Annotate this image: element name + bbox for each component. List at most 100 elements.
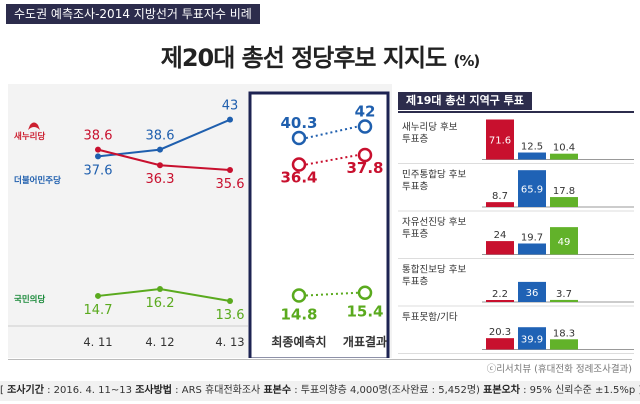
footer-bracket-close: ] [638, 385, 640, 396]
bar-value-row2-series2: 65.9 [521, 185, 543, 196]
bar-row4-series1 [486, 300, 514, 302]
series-3-point-5 [357, 285, 373, 300]
x-tick-label-2: 4. 12 [145, 335, 174, 349]
series-1-point-2 [157, 146, 163, 153]
page-title: 제20대 총선 정당후보 지지도 (%) [0, 38, 640, 73]
bar-chart-header: 제19대 총선 지역구 투표 [398, 92, 634, 113]
footer-method-label: 조사방법 [135, 385, 172, 396]
series-2-value-5: 37.8 [346, 159, 383, 177]
bar-row5-series2 [518, 327, 546, 350]
x-tick-label-3: 4. 13 [215, 335, 244, 349]
series-3-value-5: 15.4 [346, 303, 383, 321]
series-1-value-3: 43 [222, 99, 239, 114]
series-2-value-3: 35.6 [216, 177, 245, 192]
series-1-value-5: 42 [355, 102, 376, 120]
bar-chart-panel: 제19대 총선 지역구 투표 새누리당 후보 투표층 71.6 12.5 10.4 민주통… [398, 84, 634, 358]
series-1-point-4 [291, 130, 307, 146]
series-2-value-4: 36.4 [280, 169, 317, 187]
bar-row4-series3 [550, 299, 578, 302]
series-1-value-1: 37.6 [84, 163, 113, 178]
series-2-forecast-line [305, 154, 359, 166]
series-1-forecast-line [305, 125, 359, 140]
footer-error-label: 표본오차 [483, 385, 520, 396]
bar-value-row1-series2: 12.5 [521, 142, 543, 153]
title-unit: (%) [453, 52, 480, 70]
bar-chart-title-rule [398, 111, 634, 113]
row-label-4: 통합진보당 후보 투표층 [402, 265, 466, 288]
series-3-point-3 [227, 298, 233, 304]
series-3-point-1 [95, 292, 101, 299]
party-logo-3: 국민의당 [14, 294, 45, 305]
bar-row1-series2 [518, 152, 546, 160]
bar-chart-title: 제19대 총선 지역구 투표 [398, 92, 532, 110]
series-2-point-2 [157, 162, 163, 169]
bar-row3-series2 [518, 243, 546, 255]
forecast-highlight-box [248, 91, 390, 358]
row-label-3: 자유선진당 후보 투표층 [402, 217, 466, 240]
series-3-point-2 [157, 286, 163, 293]
bar-row4-series2 [518, 281, 546, 302]
series-3-value-2: 16.2 [146, 296, 175, 311]
series-3-value-1: 14.7 [84, 303, 113, 318]
bar-row5-series3 [550, 339, 578, 350]
bar-row1-series1 [486, 119, 514, 160]
x-tick-label-4: 최종예측치 [271, 334, 326, 349]
bar-row2-series3 [550, 197, 578, 207]
footer-error-value: : 95% 신뢰수준 ±1.5%p [519, 385, 636, 396]
series-2-value-2: 36.3 [146, 172, 175, 187]
bar-row5-series1 [486, 338, 514, 350]
trend-chart-panel: 새누리당 더불어민주당 국민의당 37.6 38.6 43 40.3 42 38.6 36.3 35… [8, 84, 392, 358]
bar-value-row3-series1: 24 [494, 230, 507, 241]
bar-value-row5-series3: 18.3 [553, 328, 575, 339]
bar-value-row5-series1: 20.3 [489, 327, 511, 338]
footer-period-label: 조사기간 [7, 385, 44, 396]
bar-value-row3-series2: 19.7 [521, 232, 543, 243]
bar-value-row4-series2: 36 [526, 288, 539, 299]
survey-footer: [ 조사기간 : 2016. 4. 11~13 조사방법 : ARS 휴대전화조… [0, 381, 640, 401]
series-3-point-4 [291, 288, 307, 303]
series-2-value-1: 38.6 [84, 129, 113, 144]
bar-value-row2-series3: 17.8 [553, 186, 575, 197]
footer-sample-label: 표본수 [263, 385, 292, 396]
series-3-value-4: 14.8 [280, 305, 317, 323]
bar-row1-series3 [550, 153, 578, 160]
saenuri-logo-mark [28, 122, 40, 130]
series-2-trend-line [97, 148, 231, 171]
series-2-point-1 [95, 146, 101, 153]
series-2-point-3 [227, 167, 233, 173]
top-tag: 수도권 예측조사-2014 지방선거 투표자수 비례 [6, 4, 260, 24]
series-2-point-5 [357, 147, 373, 163]
bar-value-row4-series1: 2.2 [492, 289, 508, 300]
bar-row2-series1 [486, 202, 514, 207]
row-label-2: 민주통합당 후보 투표층 [402, 170, 466, 193]
series-1-point-3 [227, 116, 233, 123]
row-label-1: 새누리당 후보 투표층 [402, 122, 458, 145]
footer-method-value: : ARS 휴대전화조사 [172, 385, 261, 396]
series-1-value-4: 40.3 [280, 114, 317, 132]
bar-row3-series1 [486, 241, 514, 255]
series-1-point-1 [95, 153, 101, 160]
bar-row3-series3 [550, 227, 578, 255]
bar-value-row1-series3: 10.4 [553, 143, 575, 154]
series-2-point-4 [291, 157, 307, 172]
bar-value-row1-series1: 71.6 [489, 136, 511, 147]
x-tick-label-5: 개표결과 [343, 334, 387, 349]
bar-row2-series2 [518, 170, 546, 207]
x-tick-label-1: 4. 11 [83, 335, 112, 349]
bar-value-row4-series3: 3.7 [556, 289, 572, 300]
footer-sample-value: : 투표의향층 4,000명(조사완료 : 5,452명) [291, 385, 480, 396]
footer-period-value: : 2016. 4. 11~13 [43, 385, 132, 396]
series-1-point-5 [357, 119, 373, 134]
bar-value-row3-series3: 49 [558, 237, 571, 248]
bottom-divider [8, 359, 632, 360]
bar-chart: 새누리당 후보 투표층 71.6 12.5 10.4 민주통합당 후보 투표층 8.7 65.9… [398, 119, 634, 354]
party-logo-2: 더불어민주당 [14, 175, 61, 186]
party-logo-1: 새누리당 [14, 131, 45, 142]
credit: ⓒ리서치뷰 (휴대전화 정례조사결과) [486, 364, 632, 375]
series-3-value-3: 13.6 [216, 308, 245, 323]
row-label-5: 투표못함/기타 [402, 312, 458, 323]
bar-value-row2-series1: 8.7 [492, 191, 508, 202]
title-main: 제20대 총선 정당후보 지지도 [160, 44, 447, 72]
